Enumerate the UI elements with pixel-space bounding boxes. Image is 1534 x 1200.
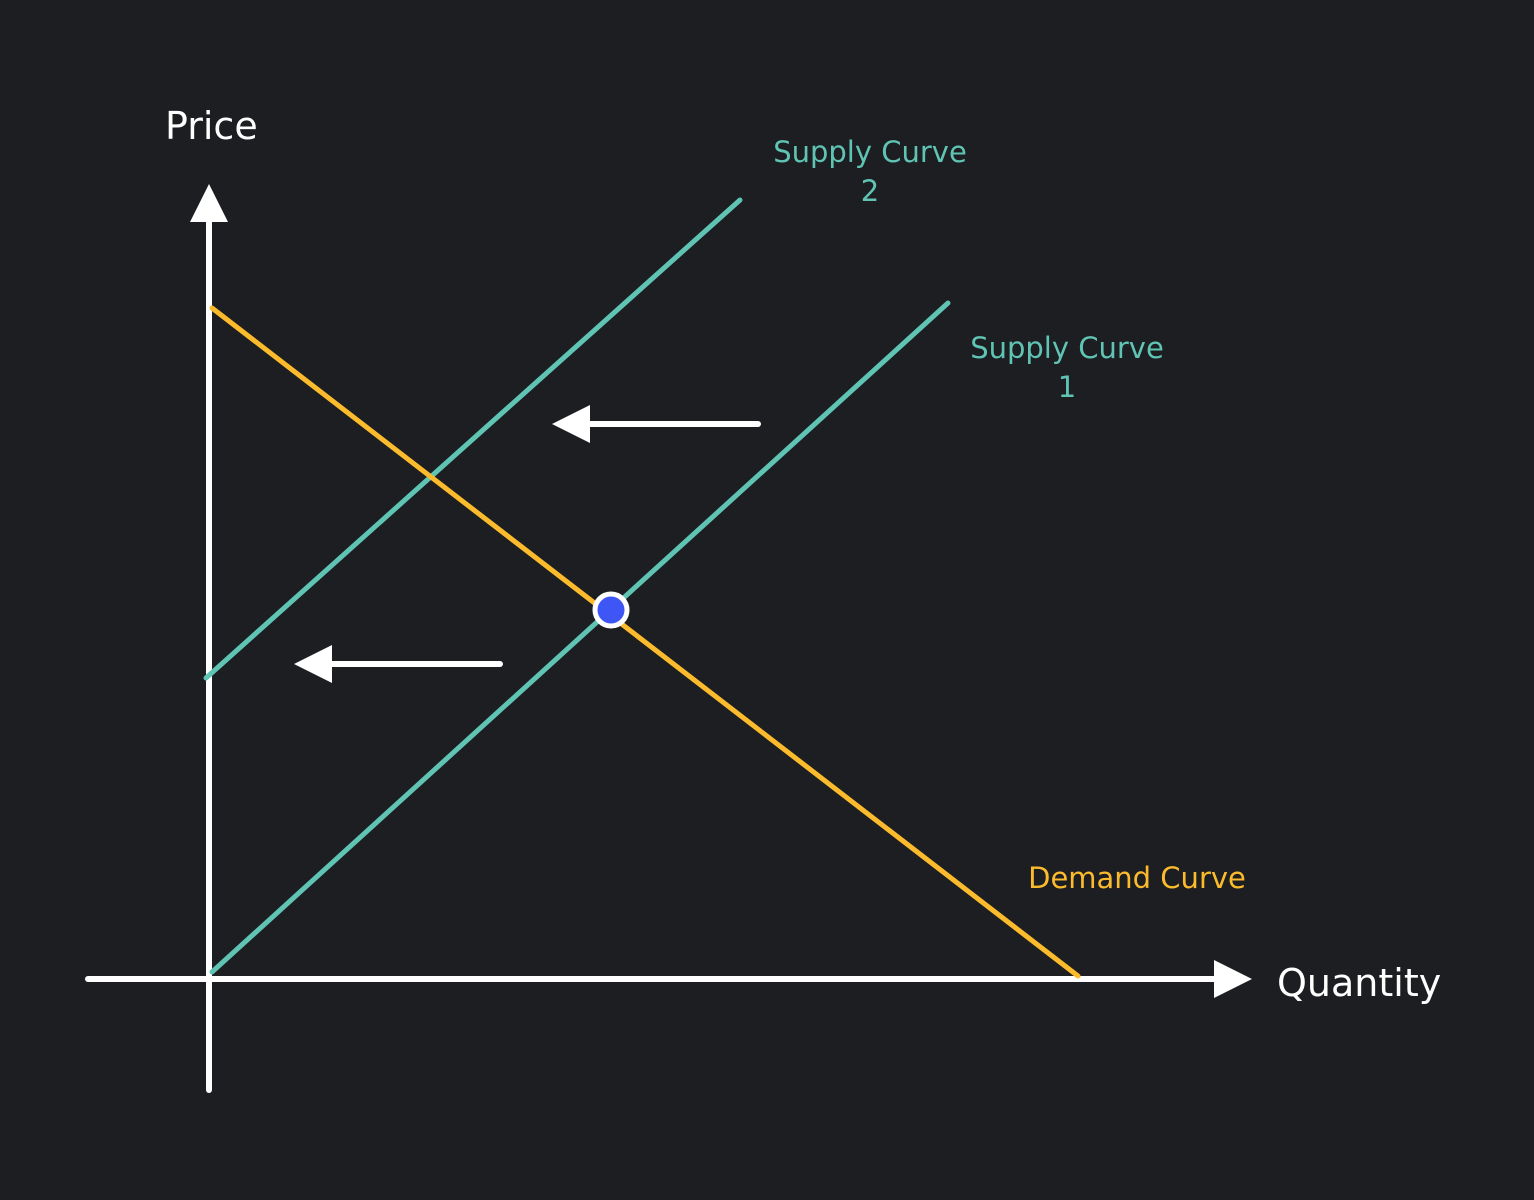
shift-arrow-lower-head — [294, 645, 332, 683]
x-axis-label: Quantity — [1277, 961, 1441, 1005]
equilibrium-point — [592, 591, 630, 629]
supply-curve-1-label-line2: 1 — [1058, 370, 1076, 404]
shift-arrow-upper-head — [552, 405, 590, 443]
supply-curve-1-label-line1: Supply Curve — [970, 331, 1164, 365]
supply-curve-2-label-line1: Supply Curve — [773, 135, 967, 169]
supply-curve-2-label-line2: 2 — [861, 174, 879, 208]
supply-curve-2-line — [203, 197, 743, 681]
x-axis-arrowhead — [1214, 960, 1252, 998]
demand-curve-line — [209, 305, 1081, 979]
y-axis-label: Price — [165, 104, 258, 148]
y-axis-arrowhead — [190, 184, 228, 222]
supply-curve-1-line — [209, 300, 951, 975]
demand-curve-label: Demand Curve — [1028, 861, 1246, 895]
